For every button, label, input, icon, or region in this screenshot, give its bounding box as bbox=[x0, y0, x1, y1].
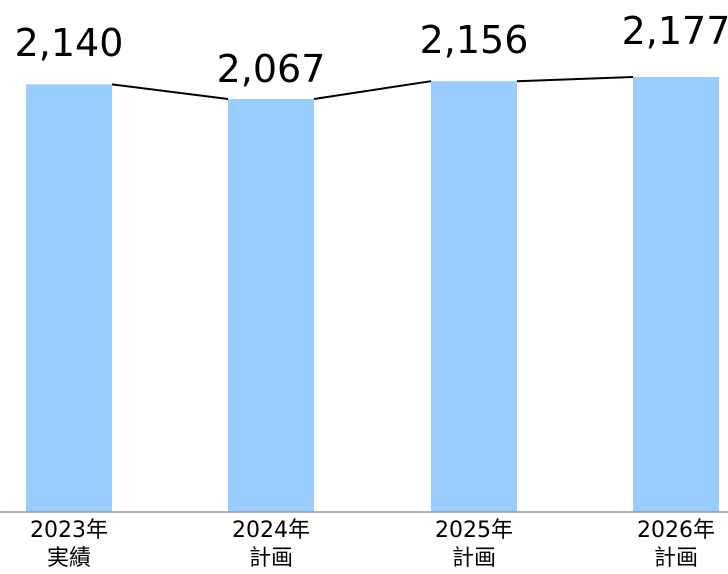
value-label-3: 2,177 bbox=[622, 9, 728, 53]
bar-2 bbox=[431, 81, 517, 513]
connector-line-2 bbox=[516, 76, 634, 83]
category-label-1-line-1: 計画 bbox=[249, 546, 293, 571]
value-label-2: 2,156 bbox=[420, 18, 529, 62]
value-label-0: 2,140 bbox=[15, 21, 124, 65]
bar-1 bbox=[228, 98, 314, 512]
value-label-1: 2,067 bbox=[217, 47, 326, 91]
bars-layer bbox=[26, 77, 719, 513]
bar-3 bbox=[633, 77, 719, 512]
category-label-1: 2024年計画 bbox=[232, 518, 310, 571]
category-label-2: 2025年計画 bbox=[435, 518, 513, 571]
connector-line-1 bbox=[313, 80, 432, 100]
category-label-1-line-0: 2024年 bbox=[232, 518, 310, 543]
category-label-2-line-0: 2025年 bbox=[435, 518, 513, 543]
category-label-0-line-1: 実績 bbox=[47, 546, 91, 571]
category-label-3-line-0: 2026年 bbox=[637, 518, 715, 543]
category-label-2-line-1: 計画 bbox=[452, 546, 496, 571]
category-label-3: 2026年計画 bbox=[637, 518, 715, 571]
category-label-0: 2023年実績 bbox=[30, 518, 108, 571]
category-label-3-line-1: 計画 bbox=[654, 546, 698, 571]
connector-layer bbox=[111, 76, 634, 100]
category-label-0-line-0: 2023年 bbox=[30, 518, 108, 543]
connector-line-0 bbox=[111, 83, 229, 100]
value-labels-layer: 2,140 2,067 2,156 2,177 bbox=[15, 9, 728, 91]
bar-0 bbox=[26, 84, 112, 513]
